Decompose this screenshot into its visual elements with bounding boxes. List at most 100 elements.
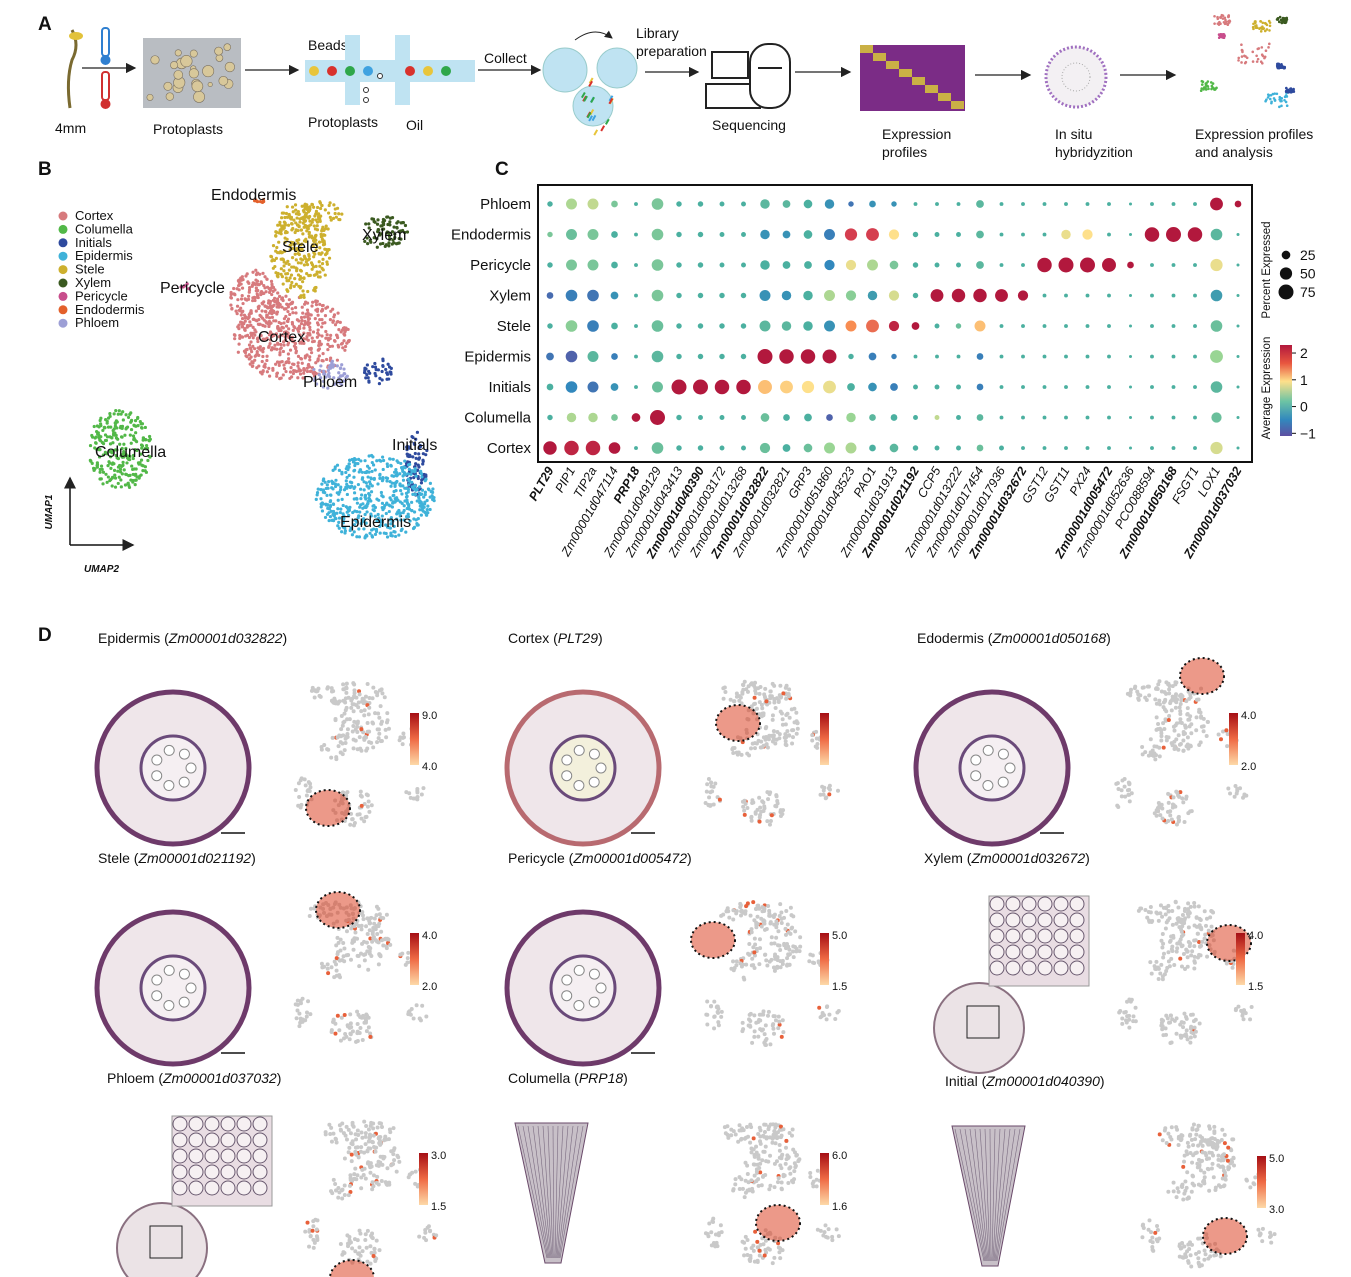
cell-dot bbox=[289, 243, 293, 247]
panel-title: Cortex (PLT29) bbox=[508, 630, 603, 646]
cell-dot bbox=[351, 947, 356, 952]
cell-dot bbox=[1153, 697, 1158, 702]
cell-dot bbox=[770, 717, 775, 722]
cell-dot bbox=[303, 219, 308, 223]
cell-dot bbox=[331, 1020, 336, 1025]
dot bbox=[976, 353, 984, 360]
cell-dot bbox=[303, 783, 308, 788]
cell-dot bbox=[365, 682, 370, 687]
cell-dot bbox=[368, 1146, 373, 1151]
cell-dot bbox=[293, 787, 298, 792]
cell-dot bbox=[315, 224, 319, 228]
cell-dot bbox=[767, 822, 772, 827]
cell-dot bbox=[381, 475, 385, 480]
cell-dot bbox=[1181, 920, 1186, 925]
cell-dot bbox=[337, 526, 341, 530]
cell-dot bbox=[328, 344, 332, 349]
cell-dot bbox=[1249, 1004, 1254, 1009]
inset-cell bbox=[1037, 928, 1053, 944]
cell-dot bbox=[363, 493, 368, 497]
cell-dot bbox=[1161, 905, 1166, 910]
dot bbox=[1210, 320, 1223, 332]
dot bbox=[1150, 293, 1154, 298]
dot bbox=[543, 441, 557, 455]
cell-dot bbox=[295, 246, 299, 251]
cell-dot bbox=[291, 328, 295, 332]
cell-dot bbox=[313, 688, 318, 693]
cell-dot bbox=[1198, 917, 1203, 922]
monitor bbox=[711, 51, 749, 79]
dot bbox=[719, 445, 725, 451]
cell-dot bbox=[1285, 95, 1289, 98]
title-part: ) bbox=[277, 1070, 282, 1086]
cell-dot bbox=[726, 1135, 731, 1140]
cell-dot bbox=[430, 494, 434, 498]
cell-dot bbox=[345, 717, 350, 722]
cell-dot bbox=[336, 744, 341, 749]
cell-dot bbox=[279, 322, 283, 326]
cell-dot bbox=[745, 1163, 750, 1168]
cell-dot bbox=[380, 1162, 385, 1167]
dot bbox=[587, 351, 599, 362]
cell-dot bbox=[1154, 686, 1159, 691]
cell-dot bbox=[820, 1010, 825, 1015]
cell-dot bbox=[1173, 705, 1178, 710]
cell-dot bbox=[285, 205, 289, 209]
cell-dot bbox=[299, 261, 303, 265]
cell-dot bbox=[749, 746, 754, 751]
cell-dot bbox=[1252, 22, 1255, 26]
cell-dot bbox=[373, 532, 378, 536]
cell-dot bbox=[312, 695, 317, 700]
cell-dot bbox=[389, 484, 393, 488]
cell-dot bbox=[314, 243, 319, 247]
cell-dot bbox=[254, 268, 258, 272]
cell-dot bbox=[429, 490, 433, 494]
cell-dot bbox=[133, 419, 138, 423]
cell-dot bbox=[780, 717, 785, 722]
dot bbox=[587, 259, 599, 271]
dot bbox=[912, 445, 919, 451]
dot bbox=[1193, 385, 1197, 389]
cell-dot bbox=[297, 367, 301, 371]
vessel bbox=[595, 982, 607, 994]
cell-dot bbox=[1230, 965, 1235, 970]
cell-dot bbox=[762, 1149, 767, 1154]
cell-dot bbox=[279, 346, 283, 350]
cell-dot bbox=[314, 264, 318, 268]
cell-dot bbox=[1154, 715, 1159, 720]
cell-dot bbox=[240, 325, 244, 329]
cell-dot bbox=[304, 1014, 309, 1019]
cell-dot bbox=[1183, 1032, 1188, 1037]
cell-dot bbox=[759, 739, 764, 744]
cell-dot bbox=[295, 239, 299, 243]
cell-dot bbox=[378, 953, 383, 958]
cell-dot bbox=[1259, 30, 1263, 33]
cell-dot bbox=[320, 965, 325, 970]
cell-dot bbox=[329, 1189, 334, 1194]
inset-cell bbox=[236, 1180, 252, 1196]
cell-dot bbox=[308, 358, 312, 362]
cell-dot bbox=[410, 509, 414, 513]
cell-dot bbox=[254, 289, 258, 293]
cell-dot bbox=[299, 276, 303, 280]
cell-dot bbox=[106, 475, 110, 479]
cell-dot bbox=[1186, 901, 1191, 906]
cell-dot bbox=[1240, 55, 1244, 58]
dot bbox=[611, 261, 618, 269]
inset-cell bbox=[989, 944, 1005, 960]
cell-dot bbox=[278, 228, 282, 233]
cell-dot bbox=[323, 321, 327, 325]
cell-dot bbox=[296, 329, 301, 334]
cell-dot bbox=[122, 442, 126, 446]
cell-dot bbox=[343, 344, 348, 349]
dot bbox=[930, 289, 944, 302]
cell-dot bbox=[293, 203, 298, 207]
cell-dot bbox=[1182, 1011, 1187, 1016]
protoplast bbox=[170, 61, 179, 70]
cell-dot bbox=[307, 1244, 312, 1249]
fragment bbox=[604, 118, 610, 125]
cell-dot bbox=[384, 511, 388, 516]
cell-dot bbox=[1140, 685, 1145, 690]
cell-dot bbox=[313, 286, 317, 290]
cell-dot bbox=[326, 211, 331, 215]
